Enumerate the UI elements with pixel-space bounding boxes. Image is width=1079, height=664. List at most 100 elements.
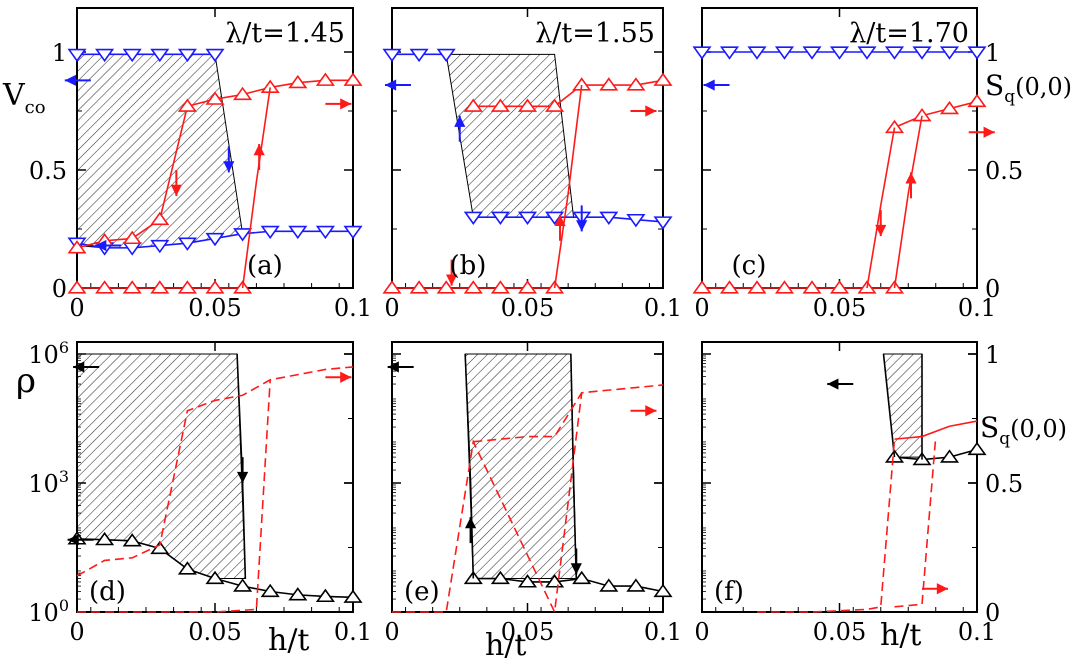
- panel-e: 0 0.05 0.1 (e): [384, 341, 682, 646]
- series-line: [76, 366, 354, 577]
- data-point: [490, 211, 510, 225]
- series-line: [882, 353, 896, 458]
- data-point: [122, 230, 142, 245]
- data-point: [382, 48, 402, 63]
- data-point: [517, 211, 538, 225]
- data-point: [774, 280, 795, 294]
- data-point: [490, 98, 510, 112]
- x-tick-label: 0.1: [334, 294, 372, 322]
- data-point: [719, 280, 740, 294]
- data-point: [150, 239, 170, 254]
- y-tick-label: 106: [28, 338, 69, 369]
- data-point: [912, 46, 932, 60]
- data-point: [802, 280, 822, 294]
- data-point: [150, 48, 170, 63]
- data-point: [463, 280, 483, 294]
- data-point: [343, 589, 363, 603]
- data-point: [967, 46, 987, 60]
- data-point: [122, 533, 142, 547]
- x-label-f: h/t: [880, 618, 921, 653]
- data-point: [150, 280, 170, 294]
- data-point: [177, 98, 197, 112]
- data-point: [233, 578, 253, 592]
- data-point: [626, 77, 646, 91]
- panel-title: λ/t=1.55: [535, 18, 655, 49]
- data-point: [939, 449, 960, 463]
- y-tick-label: 1: [52, 39, 67, 67]
- data-point: [884, 46, 905, 60]
- data-point: [122, 48, 142, 63]
- series-line: [553, 84, 583, 289]
- y-tick-label: 0: [52, 275, 67, 303]
- x-tick-label: 0.1: [958, 294, 996, 322]
- data-point: [343, 225, 363, 240]
- series-line: [473, 384, 664, 443]
- arrow-head: [554, 214, 566, 226]
- series-line: [894, 420, 978, 440]
- series-line: [77, 379, 271, 613]
- arrow-head: [67, 534, 79, 546]
- panel-c: 0 0.05 0.100.51λ/t=1.70(c): [692, 7, 1023, 322]
- arrow-head: [446, 274, 458, 286]
- panel-label: (e): [404, 577, 440, 607]
- x-tick-label: 0.1: [334, 618, 372, 646]
- arrow-head: [983, 126, 995, 138]
- arrow-head: [387, 361, 399, 373]
- data-point: [653, 216, 673, 230]
- x-tick-label: 0: [384, 294, 399, 322]
- data-point: [912, 107, 932, 122]
- data-point: [517, 98, 538, 112]
- data-point: [599, 77, 619, 91]
- arrow-head: [576, 220, 588, 232]
- x-tick-label: 0.05: [501, 618, 554, 646]
- data-point: [343, 72, 363, 86]
- arrow-head: [237, 471, 249, 484]
- sq-label-top: Sq(0,0): [985, 69, 1072, 107]
- series-line: [893, 115, 923, 289]
- panel-d: 0 0.05 0.1 100 103 106 (d): [28, 338, 372, 646]
- data-point: [774, 46, 795, 60]
- data-point: [205, 232, 225, 247]
- data-point: [177, 280, 197, 294]
- arrow-head: [936, 583, 948, 595]
- data-point: [260, 583, 280, 598]
- series-line: [241, 87, 271, 289]
- panel-label: (f): [714, 577, 744, 607]
- data-point: [829, 46, 850, 60]
- arrow-head: [905, 172, 917, 184]
- y-tick-label: 103: [28, 467, 69, 498]
- arrow-head: [64, 74, 76, 86]
- panel-frame: [701, 341, 978, 613]
- data-point: [260, 225, 280, 240]
- arrow-head: [875, 224, 887, 237]
- data-point: [150, 211, 170, 226]
- x-tick-label: 0: [384, 618, 399, 646]
- data-point: [939, 100, 960, 115]
- data-point: [802, 46, 822, 60]
- data-point: [747, 46, 767, 60]
- data-point: [233, 228, 253, 242]
- x-tick-label: 0: [69, 618, 84, 646]
- x-tick-label: 0: [694, 294, 709, 322]
- data-point: [150, 540, 170, 555]
- series-line: [757, 439, 896, 613]
- x-tick-label: 0.1: [644, 294, 682, 322]
- data-point: [409, 280, 429, 294]
- data-point: [288, 74, 308, 89]
- arrow-head: [340, 371, 352, 383]
- data-point: [205, 91, 225, 105]
- x-tick-label: 0.05: [188, 294, 241, 322]
- data-point: [719, 46, 740, 60]
- arrow-head: [340, 98, 352, 110]
- arrow-head: [253, 144, 265, 156]
- data-point: [233, 86, 253, 101]
- data-point: [288, 225, 308, 240]
- data-point: [315, 72, 335, 86]
- x-tick-label: 0.1: [958, 618, 996, 646]
- panel-title: λ/t=1.70: [849, 18, 969, 49]
- arrow-head: [73, 361, 85, 373]
- panel-b: 0 0.05 0.1 λ/t=1.55 (b): [382, 7, 682, 322]
- data-point: [95, 48, 115, 63]
- panel-label: (c): [732, 251, 767, 281]
